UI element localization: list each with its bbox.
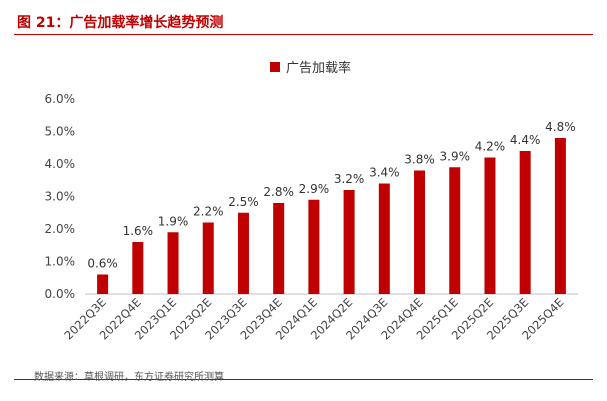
bar-value-label: 4.8% [545,120,576,134]
legend-label: 广告加载率 [286,60,351,76]
legend-swatch [270,62,280,72]
y-tick-label: 3.0% [45,190,76,204]
y-tick-label: 6.0% [45,92,76,106]
bar [97,274,109,294]
bar [343,190,355,294]
bar-value-label: 2.5% [228,195,259,209]
x-tick-labels: 2022Q3E2022Q4E2023Q1E2023Q2E2023Q3E2023Q… [61,295,566,342]
bar [554,138,566,294]
bar-value-label: 2.8% [263,185,294,199]
y-tick-label: 0.0% [45,287,76,301]
bar [449,167,461,294]
bar [273,203,285,294]
value-labels: 0.6% 1.6% 1.9% 2.2% 2.5% 2.8% 2.9% 3.2% 3.4% 3.8%… [87,120,575,271]
bar-value-label: 3.8% [404,153,435,167]
bar [132,242,144,294]
bar [519,151,531,294]
figure-title: 图 21：广告加载率增长趋势预测 [17,15,224,31]
legend: 广告加载率 [270,60,351,76]
bar-value-label: 0.6% [87,257,118,271]
bar-value-label: 2.9% [299,182,330,196]
y-tick-label: 5.0% [45,125,76,139]
bar [378,183,390,294]
top-rule [14,34,593,35]
bars [97,138,566,294]
bar-value-label: 2.2% [193,205,224,219]
bar [202,222,214,294]
y-tick-label: 1.0% [45,255,76,269]
bar-value-label: 1.6% [123,224,154,238]
bar [308,199,320,294]
bottom-rule [14,379,593,380]
y-tick-label: 2.0% [45,222,76,236]
bar-value-label: 4.2% [475,140,506,154]
bar-value-label: 4.4% [510,133,541,147]
y-tick-label: 4.0% [45,157,76,171]
bar [167,232,179,294]
bar-value-label: 3.4% [369,166,400,180]
y-axis: 0.0% 1.0% 2.0% 3.0% 4.0% 5.0% 6.0% [45,92,76,301]
bar-value-label: 3.2% [334,172,365,186]
bar [484,157,496,294]
bar-value-label: 3.9% [440,149,471,163]
bar [237,212,249,294]
bar [414,170,426,294]
bar-value-label: 1.9% [158,214,189,228]
source-note: 数据来源：草根调研，东方证券研究所测算 [34,372,224,383]
